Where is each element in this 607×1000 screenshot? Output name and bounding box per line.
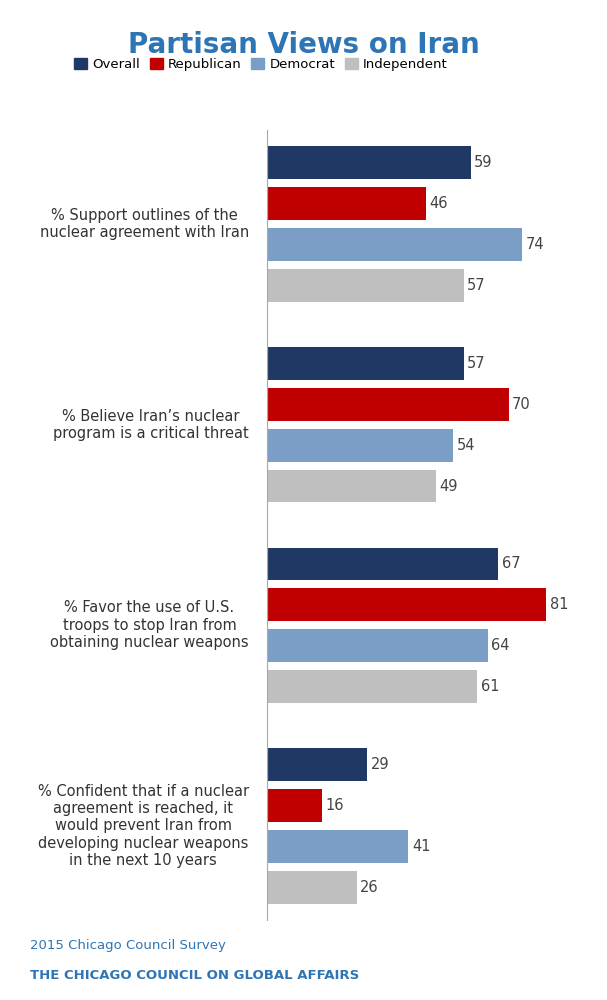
Text: 46: 46 — [429, 196, 448, 211]
Bar — [267, 347, 464, 380]
Bar — [267, 748, 367, 781]
Text: 49: 49 — [439, 479, 458, 494]
Text: % Believe Iran’s nuclear
program is a critical threat: % Believe Iran’s nuclear program is a cr… — [53, 409, 249, 441]
Text: 2015 Chicago Council Survey: 2015 Chicago Council Survey — [30, 939, 226, 952]
Text: THE CHICAGO COUNCIL ON GLOBAL AFFAIRS: THE CHICAGO COUNCIL ON GLOBAL AFFAIRS — [30, 969, 359, 982]
Bar — [267, 830, 409, 863]
Text: 61: 61 — [481, 679, 500, 694]
Bar — [267, 146, 470, 179]
Text: 64: 64 — [491, 638, 510, 653]
Bar — [267, 670, 478, 703]
Bar — [267, 429, 453, 462]
Bar — [267, 588, 546, 621]
Bar — [267, 629, 488, 662]
Text: 74: 74 — [526, 237, 544, 252]
Bar — [267, 548, 498, 580]
Text: % Support outlines of the
nuclear agreement with Iran: % Support outlines of the nuclear agreem… — [39, 208, 249, 240]
Bar — [267, 470, 436, 502]
Text: % Confident that if a nuclear
agreement is reached, it
would prevent Iran from
d: % Confident that if a nuclear agreement … — [38, 784, 249, 868]
Text: 29: 29 — [370, 757, 389, 772]
Bar — [267, 388, 509, 421]
Text: 26: 26 — [360, 880, 379, 895]
Bar — [267, 871, 357, 904]
Text: 57: 57 — [467, 278, 486, 293]
Text: 54: 54 — [456, 438, 475, 453]
Text: 70: 70 — [512, 397, 531, 412]
Bar — [267, 269, 464, 302]
Text: 81: 81 — [550, 597, 568, 612]
Bar — [267, 789, 322, 822]
Text: 57: 57 — [467, 356, 486, 371]
Text: 16: 16 — [326, 798, 344, 813]
Text: 67: 67 — [501, 556, 520, 571]
Bar — [267, 187, 426, 220]
Text: Partisan Views on Iran: Partisan Views on Iran — [127, 31, 480, 59]
Text: % Favor the use of U.S.
troops to stop Iran from
obtaining nuclear weapons: % Favor the use of U.S. troops to stop I… — [50, 600, 249, 650]
Legend: Overall, Republican, Democrat, Independent: Overall, Republican, Democrat, Independe… — [74, 58, 448, 71]
Text: 41: 41 — [412, 839, 430, 854]
Text: 59: 59 — [474, 155, 492, 170]
Bar — [267, 228, 522, 261]
